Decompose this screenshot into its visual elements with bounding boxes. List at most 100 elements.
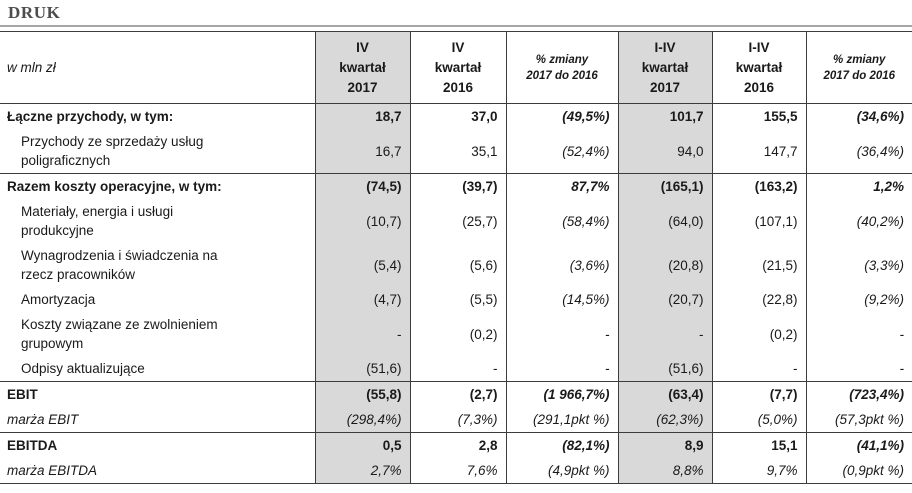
cell-value: (36,4%)	[805, 129, 912, 174]
column-header-change-fy: % zmiany 2017 do 2016	[805, 31, 912, 104]
cell-value: (5,4)	[314, 243, 410, 287]
cell-value: (1 966,7%)	[505, 381, 618, 407]
cell-value: (49,5%)	[505, 103, 618, 129]
table-row-materials-energy: Materiały, energia i usługi produkcyjne …	[0, 199, 912, 243]
cell-value: 155,5	[711, 103, 806, 129]
cell-value: (0,2)	[409, 312, 506, 356]
cell-value: (25,7)	[409, 199, 506, 243]
table-row-amortization: Amortyzacja (4,7) (5,5) (14,5%) (20,7) (…	[0, 287, 912, 312]
cell-value: 87,7%	[505, 173, 618, 199]
row-label: Przychody ze sprzedaży usług poligraficz…	[21, 134, 204, 168]
cell-value: (40,2%)	[805, 199, 912, 243]
table-row-printing-services-revenue: Przychody ze sprzedaży usług poligraficz…	[0, 129, 912, 174]
column-header-text: IV kwartał 2016	[434, 39, 482, 95]
cell-value: (2,7)	[409, 381, 506, 407]
cell-value: (20,8)	[617, 243, 712, 287]
cell-value: (51,6)	[617, 356, 712, 382]
cell-value: (4,7)	[314, 287, 410, 312]
row-label: marża EBITDA	[0, 458, 315, 484]
cell-value: 35,1	[409, 129, 506, 174]
cell-value: (22,8)	[711, 287, 806, 312]
column-header-q4-2017: IV kwartał 2017	[314, 31, 410, 104]
cell-value: -	[314, 312, 410, 356]
cell-value: (52,4%)	[505, 129, 618, 174]
cell-value: 2,8	[409, 432, 506, 458]
cell-value: 94,0	[617, 129, 712, 174]
row-label: Razem koszty operacyjne, w tym:	[0, 173, 315, 199]
cell-value: -	[617, 312, 712, 356]
cell-value: -	[805, 356, 912, 382]
cell-value: (5,5)	[409, 287, 506, 312]
cell-value: (4,9pkt %)	[505, 458, 618, 484]
cell-value: (9,2%)	[805, 287, 912, 312]
cell-value: (58,4%)	[505, 199, 618, 243]
table-row-group-layoff-costs: Koszty związane ze zwolnieniem grupowym …	[0, 312, 912, 356]
cell-value: (41,1%)	[805, 432, 912, 458]
financial-table: w mln zł IV kwartał 2017 IV kwartał 2016…	[0, 31, 912, 484]
cell-value: 2,7%	[314, 458, 410, 484]
row-label: EBIT	[0, 381, 315, 407]
table-row-ebit-margin: marża EBIT (298,4%) (7,3%) (291,1pkt %) …	[0, 407, 912, 433]
page-title: DRUK	[8, 3, 61, 22]
column-header-text: I-IV kwartał 2016	[735, 39, 783, 95]
table-row-ebit: EBIT (55,8) (2,7) (1 966,7%) (63,4) (7,7…	[0, 381, 912, 407]
column-header-text: % zmiany 2017 do 2016	[526, 53, 598, 82]
column-header-fy-2017: I-IV kwartał 2017	[617, 31, 712, 104]
cell-value: (39,7)	[409, 173, 506, 199]
table-row-salaries: Wynagrodzenia i świadczenia na rzecz pra…	[0, 243, 912, 287]
cell-value: (0,2)	[711, 312, 806, 356]
cell-value: 0,5	[314, 432, 410, 458]
column-header-q4-2016: IV kwartał 2016	[409, 31, 506, 104]
row-label: Odpisy aktualizujące	[21, 361, 145, 376]
cell-value: 1,2%	[805, 173, 912, 199]
cell-value: (723,4%)	[805, 381, 912, 407]
unit-label: w mln zł	[0, 31, 315, 104]
cell-value: 18,7	[314, 103, 410, 129]
cell-value: (63,4)	[617, 381, 712, 407]
cell-value: (7,7)	[711, 381, 806, 407]
cell-value: (107,1)	[711, 199, 806, 243]
cell-value: 16,7	[314, 129, 410, 174]
row-label: Wynagrodzenia i świadczenia na rzecz pra…	[21, 248, 218, 282]
cell-value: 147,7	[711, 129, 806, 174]
title-divider	[0, 25, 912, 27]
cell-value: (82,1%)	[505, 432, 618, 458]
cell-value: 15,1	[711, 432, 806, 458]
cell-value: (57,3pkt %)	[805, 407, 912, 433]
cell-value: (62,3%)	[617, 407, 712, 433]
cell-value: (21,5)	[711, 243, 806, 287]
cell-value: (165,1)	[617, 173, 712, 199]
cell-value: (20,7)	[617, 287, 712, 312]
cell-value: (34,6%)	[805, 103, 912, 129]
row-label: Koszty związane ze zwolnieniem grupowym	[21, 317, 218, 351]
cell-value: 101,7	[617, 103, 712, 129]
cell-value: (7,3%)	[409, 407, 506, 433]
cell-value: (291,1pkt %)	[505, 407, 618, 433]
column-header-text: IV kwartał 2017	[339, 39, 386, 95]
table-row-total-revenue: Łączne przychody, w tym: 18,7 37,0 (49,5…	[0, 103, 912, 129]
cell-value: -	[711, 356, 806, 382]
cell-value: (55,8)	[314, 381, 410, 407]
cell-value: 9,7%	[711, 458, 806, 484]
cell-value: -	[409, 356, 506, 382]
table-row-operating-costs: Razem koszty operacyjne, w tym: (74,5) (…	[0, 173, 912, 199]
cell-value: 8,8%	[617, 458, 712, 484]
cell-value: -	[805, 312, 912, 356]
cell-value: -	[505, 312, 618, 356]
cell-value: (3,3%)	[805, 243, 912, 287]
row-label: Amortyzacja	[21, 292, 96, 307]
cell-value: (163,2)	[711, 173, 806, 199]
cell-value: (298,4%)	[314, 407, 410, 433]
table-row-ebitda-margin: marża EBITDA 2,7% 7,6% (4,9pkt %) 8,8% 9…	[0, 458, 912, 484]
table-row-impairment-writeoffs: Odpisy aktualizujące (51,6) - - (51,6) -…	[0, 356, 912, 382]
cell-value: (3,6%)	[505, 243, 618, 287]
row-label: EBITDA	[0, 432, 315, 458]
row-label: Łączne przychody, w tym:	[7, 109, 174, 124]
cell-value: (51,6)	[314, 356, 410, 382]
cell-value: (5,0%)	[711, 407, 806, 433]
column-header-change-q4: % zmiany 2017 do 2016	[505, 31, 618, 104]
row-label: marża EBIT	[7, 412, 79, 427]
cell-value: -	[505, 356, 618, 382]
column-header-fy-2016: I-IV kwartał 2016	[711, 31, 806, 104]
